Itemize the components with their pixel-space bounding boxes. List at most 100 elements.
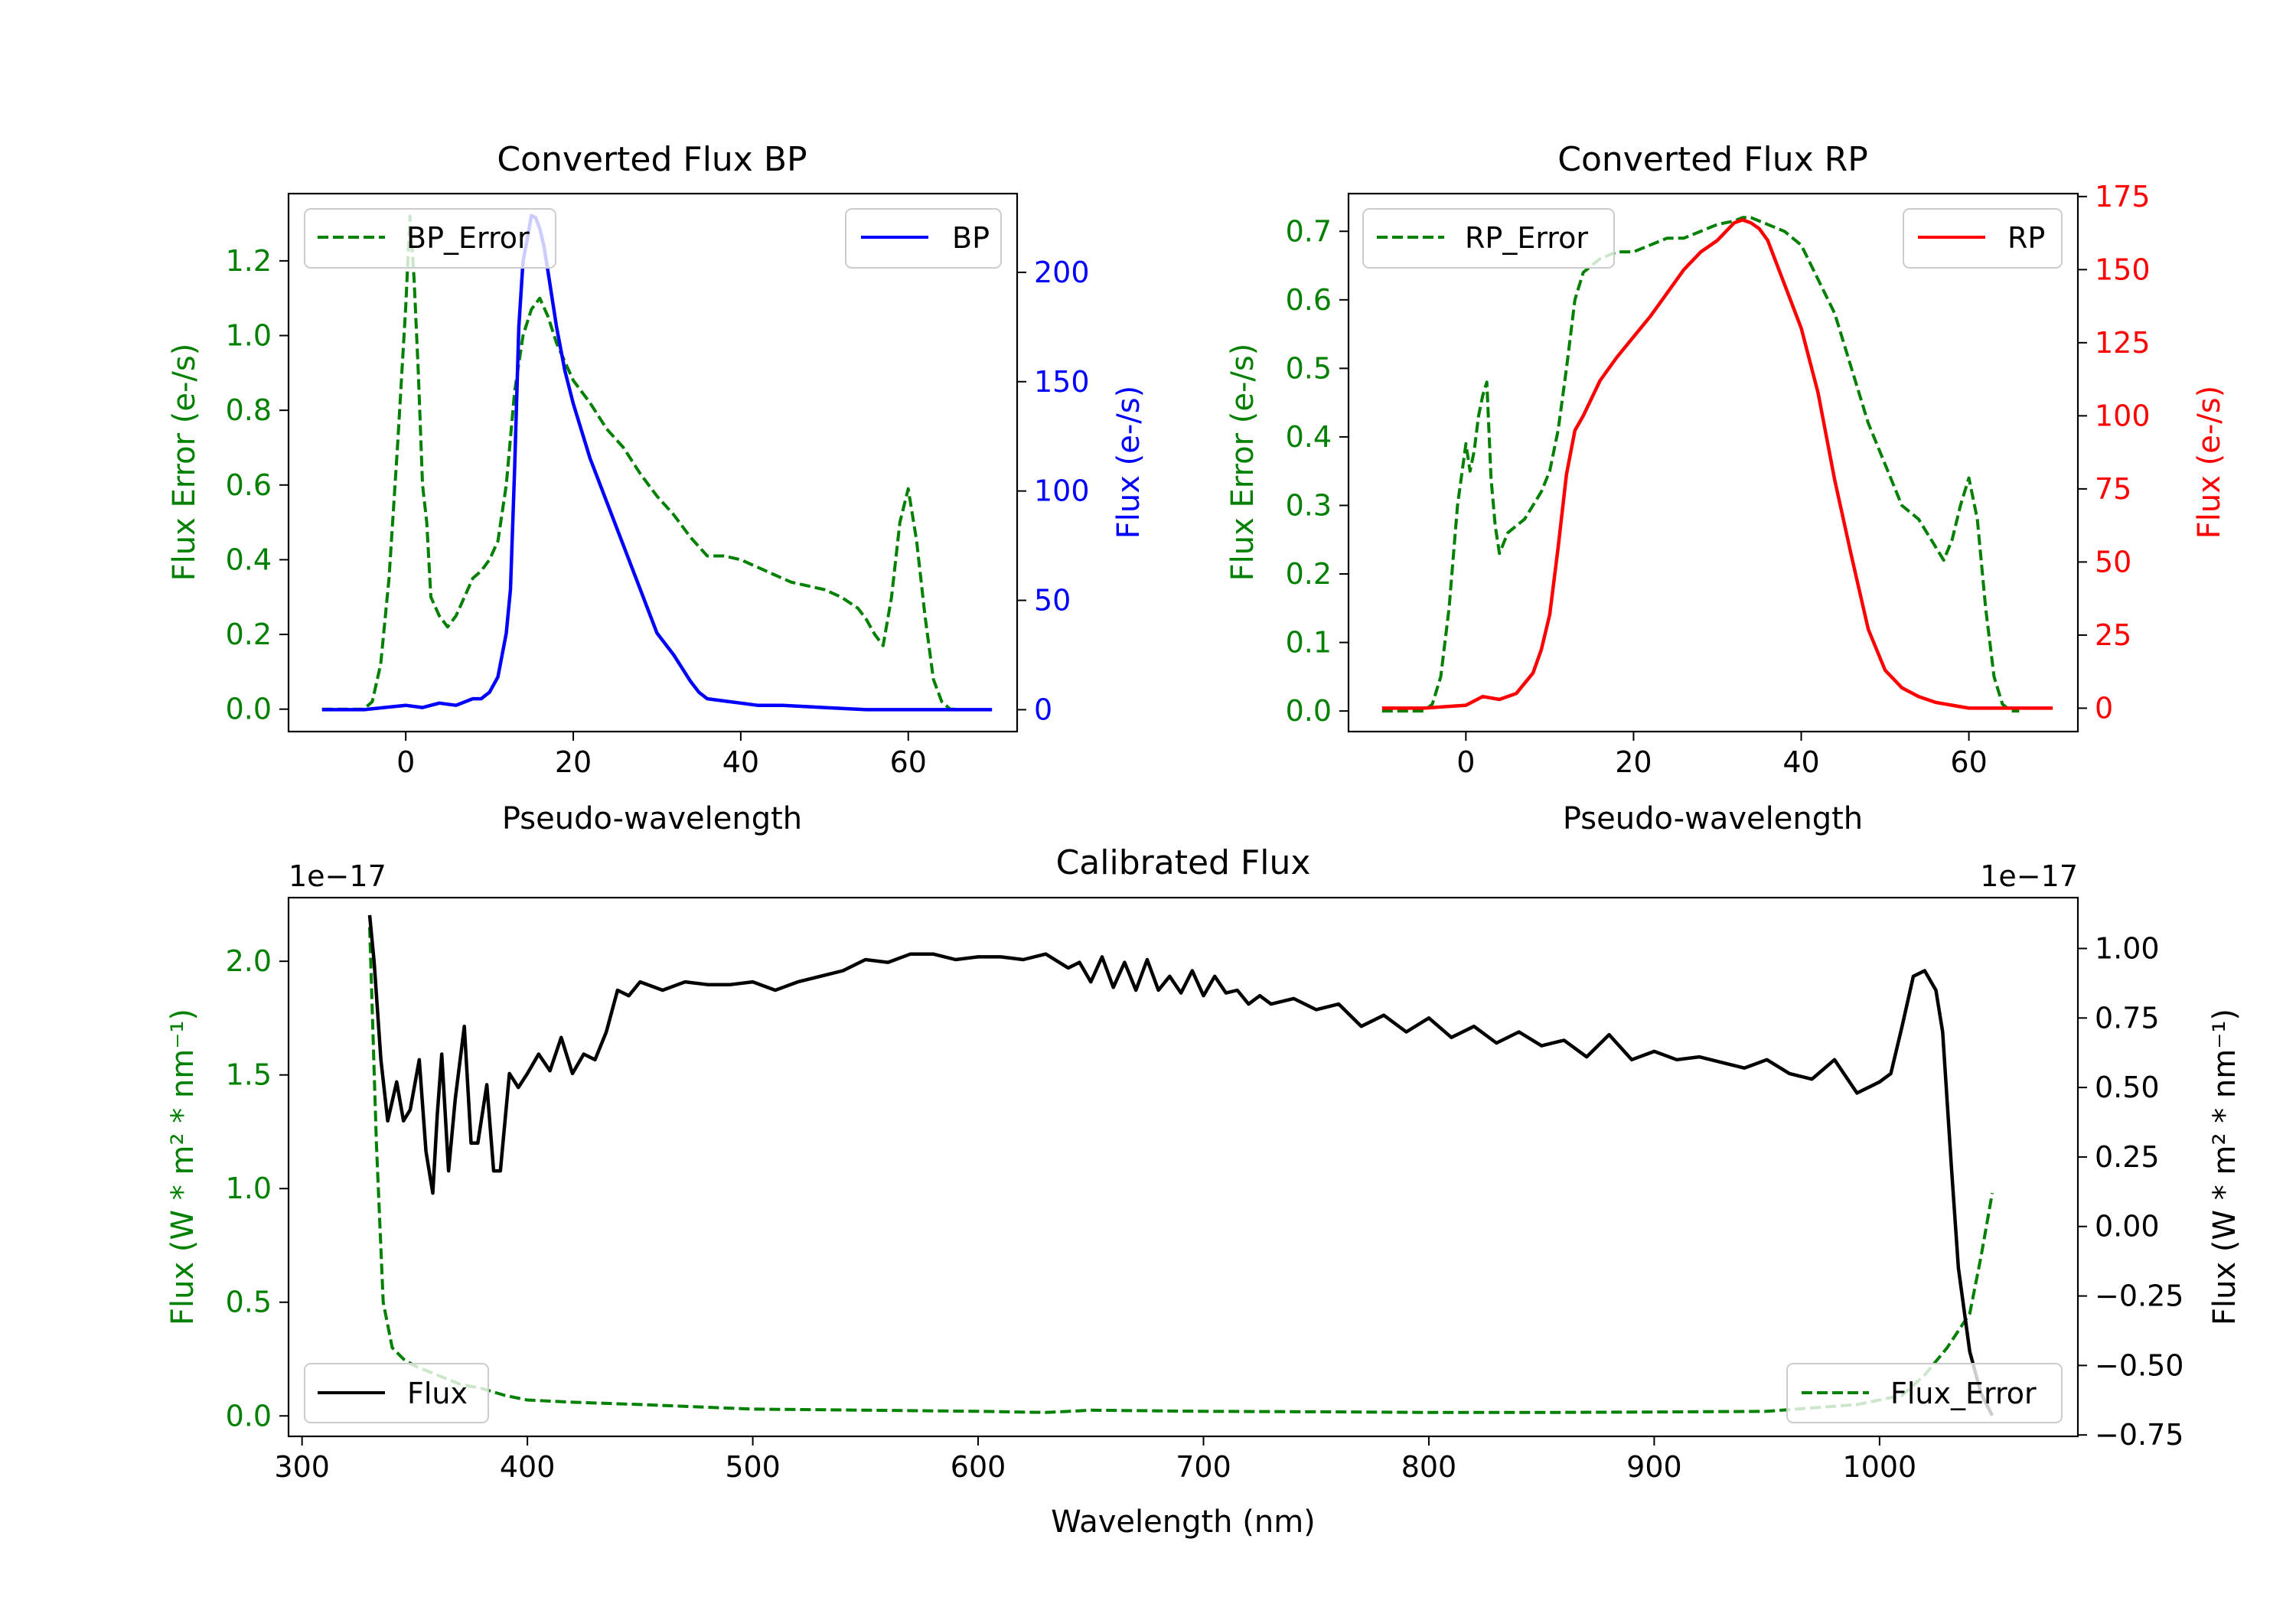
calibrated-left-y-ticks: 0.0 0.5 1.0 1.5 2.0 xyxy=(226,944,289,1433)
bp-right-y-tick-label: 200 xyxy=(1034,256,1090,289)
rp-left-y-tick-label: 0.3 xyxy=(1286,488,1332,522)
calibrated-left-y-tick-label: 1.5 xyxy=(226,1058,272,1092)
bp-left-y-axis-label: Flux Error (e-/s) xyxy=(167,344,202,582)
calibrated-x-ticks: 300 400 500 600 700 800 900 1000 xyxy=(274,1436,1916,1484)
bp-left-y-tick-label: 0.6 xyxy=(226,468,272,502)
calibrated-right-y-tick-label: 1.00 xyxy=(2095,931,2160,965)
bp-right-y-tick-label: 100 xyxy=(1034,474,1090,508)
rp-x-tick-label: 0 xyxy=(1456,745,1475,779)
bp-error-legend-label: BP_Error xyxy=(406,221,530,255)
rp-right-y-tick-label: 25 xyxy=(2095,618,2131,652)
rp-title: Converted Flux RP xyxy=(1557,140,1868,179)
rp-x-axis-label: Pseudo-wavelength xyxy=(1563,801,1863,836)
calibrated-right-y-tick-label: −0.50 xyxy=(2095,1348,2183,1382)
bp-title: Converted Flux BP xyxy=(497,140,807,179)
rp-panel: Converted Flux RP 0 20 40 60 0.0 0.1 0.2 0.3 0.… xyxy=(1225,140,2227,836)
bp-left-y-ticks: 0.0 0.2 0.4 0.6 0.8 1.0 1.2 xyxy=(226,244,289,726)
rp-left-y-tick-label: 0.1 xyxy=(1286,626,1332,660)
calibrated-left-offset-label: 1e−17 xyxy=(289,859,386,893)
rp-x-tick-label: 60 xyxy=(1950,745,1987,779)
bp-right-y-tick-label: 150 xyxy=(1034,365,1090,399)
rp-left-y-tick-label: 0.0 xyxy=(1286,694,1332,728)
rp-error-line xyxy=(1381,216,2020,713)
rp-error-series xyxy=(1381,216,2020,713)
bp-error-line xyxy=(321,214,959,711)
calibrated-error-legend: Flux_Error xyxy=(1786,1363,2063,1423)
bp-x-ticks: 0 20 40 60 xyxy=(396,732,927,779)
bp-left-y-tick-label: 1.0 xyxy=(226,319,272,353)
calibrated-title: Calibrated Flux xyxy=(1056,843,1311,882)
rp-error-legend: RP_Error xyxy=(1362,208,1615,269)
bp-left-y-tick-label: 1.2 xyxy=(226,244,272,278)
rp-right-y-tick-label: 175 xyxy=(2095,180,2151,214)
calibrated-x-tick-label: 1000 xyxy=(1843,1450,1917,1484)
bp-left-y-tick-label: 0.0 xyxy=(226,693,272,726)
bp-right-y-ticks: 0 50 100 150 200 xyxy=(1017,256,1090,726)
bp-flux-legend: BP xyxy=(845,208,1002,269)
rp-right-y-tick-label: 75 xyxy=(2095,472,2131,506)
rp-flux-legend: RP xyxy=(1903,208,2063,269)
calibrated-flux-legend-label: Flux xyxy=(407,1377,468,1410)
calibrated-x-tick-label: 300 xyxy=(274,1450,330,1484)
rp-right-y-tick-label: 125 xyxy=(2095,326,2151,360)
bp-axes-frame xyxy=(287,192,1019,733)
rp-x-tick-label: 40 xyxy=(1782,745,1819,779)
calibrated-x-tick-label: 600 xyxy=(951,1450,1006,1484)
calibrated-right-y-axis-label: Flux (W * m² * nm⁻¹) xyxy=(2207,1009,2242,1325)
rp-right-y-tick-label: 50 xyxy=(2095,545,2131,579)
calibrated-x-tick-label: 900 xyxy=(1626,1450,1682,1484)
calibrated-right-y-tick-label: 0.00 xyxy=(2095,1210,2160,1244)
rp-left-y-tick-label: 0.2 xyxy=(1286,557,1332,591)
rp-left-y-tick-label: 0.6 xyxy=(1286,283,1332,317)
calibrated-left-y-tick-label: 0.5 xyxy=(226,1286,272,1319)
calibrated-left-y-tick-label: 0.0 xyxy=(226,1399,272,1433)
calibrated-flux-line xyxy=(367,914,1994,1416)
calibrated-panel: Calibrated Flux 1e−17 1e−17 300 400 500 600… xyxy=(165,843,2242,1540)
bp-panel: Converted Flux BP 0 20 40 60 0.00.20.40.60.… xyxy=(167,140,1146,836)
calibrated-error-legend-label: Flux_Error xyxy=(1890,1377,2037,1410)
calibrated-right-y-ticks: −0.75 −0.50 −0.25 0.00 0.25 0.50 0.75 1.00 xyxy=(2078,931,2183,1452)
rp-x-ticks: 0 20 40 60 xyxy=(1456,732,1988,779)
bp-right-y-tick-label: 0 xyxy=(1034,693,1052,726)
bp-x-tick-label: 0 xyxy=(396,745,415,779)
calibrated-left-y-axis-label: Flux (W * m² * nm⁻¹) xyxy=(165,1009,201,1325)
calibrated-x-axis-label: Wavelength (nm) xyxy=(1051,1504,1316,1540)
calibrated-right-y-tick-label: −0.25 xyxy=(2095,1279,2183,1313)
rp-right-y-tick-label: 150 xyxy=(2095,253,2151,286)
calibrated-right-y-tick-label: 0.75 xyxy=(2095,1001,2160,1035)
rp-x-tick-label: 20 xyxy=(1615,745,1652,779)
calibrated-flux-legend: Flux xyxy=(304,1363,489,1423)
bp-right-y-tick-label: 50 xyxy=(1034,584,1071,618)
bp-error-series xyxy=(321,214,959,711)
bp-left-y-tick-label: 0.4 xyxy=(226,543,272,576)
bp-x-tick-label: 20 xyxy=(555,745,592,779)
calibrated-left-y-tick-label: 2.0 xyxy=(226,944,272,978)
bp-x-tick-label: 40 xyxy=(722,745,759,779)
calibrated-axes-frame xyxy=(287,896,2079,1438)
rp-right-y-axis-label: Flux (e-/s) xyxy=(2192,386,2227,539)
rp-left-y-axis-label: Flux Error (e-/s) xyxy=(1225,344,1261,582)
rp-right-y-tick-label: 0 xyxy=(2095,691,2113,725)
bp-right-y-axis-label: Flux (e-/s) xyxy=(1111,386,1146,539)
calibrated-left-y-tick-label: 1.0 xyxy=(226,1172,272,1205)
rp-left-y-tick-label: 0.4 xyxy=(1286,420,1332,454)
calibrated-right-y-tick-label: −0.75 xyxy=(2095,1418,2183,1452)
calibrated-x-tick-label: 800 xyxy=(1401,1450,1457,1484)
bp-x-axis-label: Pseudo-wavelength xyxy=(502,801,802,836)
calibrated-right-y-tick-label: 0.25 xyxy=(2095,1140,2160,1174)
calibrated-right-offset-label: 1e−17 xyxy=(1980,859,2078,893)
calibrated-x-tick-label: 500 xyxy=(725,1450,781,1484)
bp-flux-series xyxy=(321,214,993,712)
rp-flux-series xyxy=(1381,218,2053,710)
calibrated-x-tick-label: 700 xyxy=(1176,1450,1231,1484)
bp-x-tick-label: 60 xyxy=(890,745,927,779)
bp-left-y-tick-label: 0.8 xyxy=(226,393,272,427)
rp-left-y-tick-label: 0.7 xyxy=(1286,214,1332,248)
rp-flux-legend-label: RP xyxy=(2007,221,2045,255)
rp-left-y-tick-label: 0.5 xyxy=(1286,351,1332,385)
calibrated-flux-series xyxy=(367,914,1994,1416)
bp-flux-legend-label: BP xyxy=(952,221,990,255)
calibrated-x-tick-label: 400 xyxy=(500,1450,556,1484)
bp-flux-line xyxy=(321,214,993,712)
